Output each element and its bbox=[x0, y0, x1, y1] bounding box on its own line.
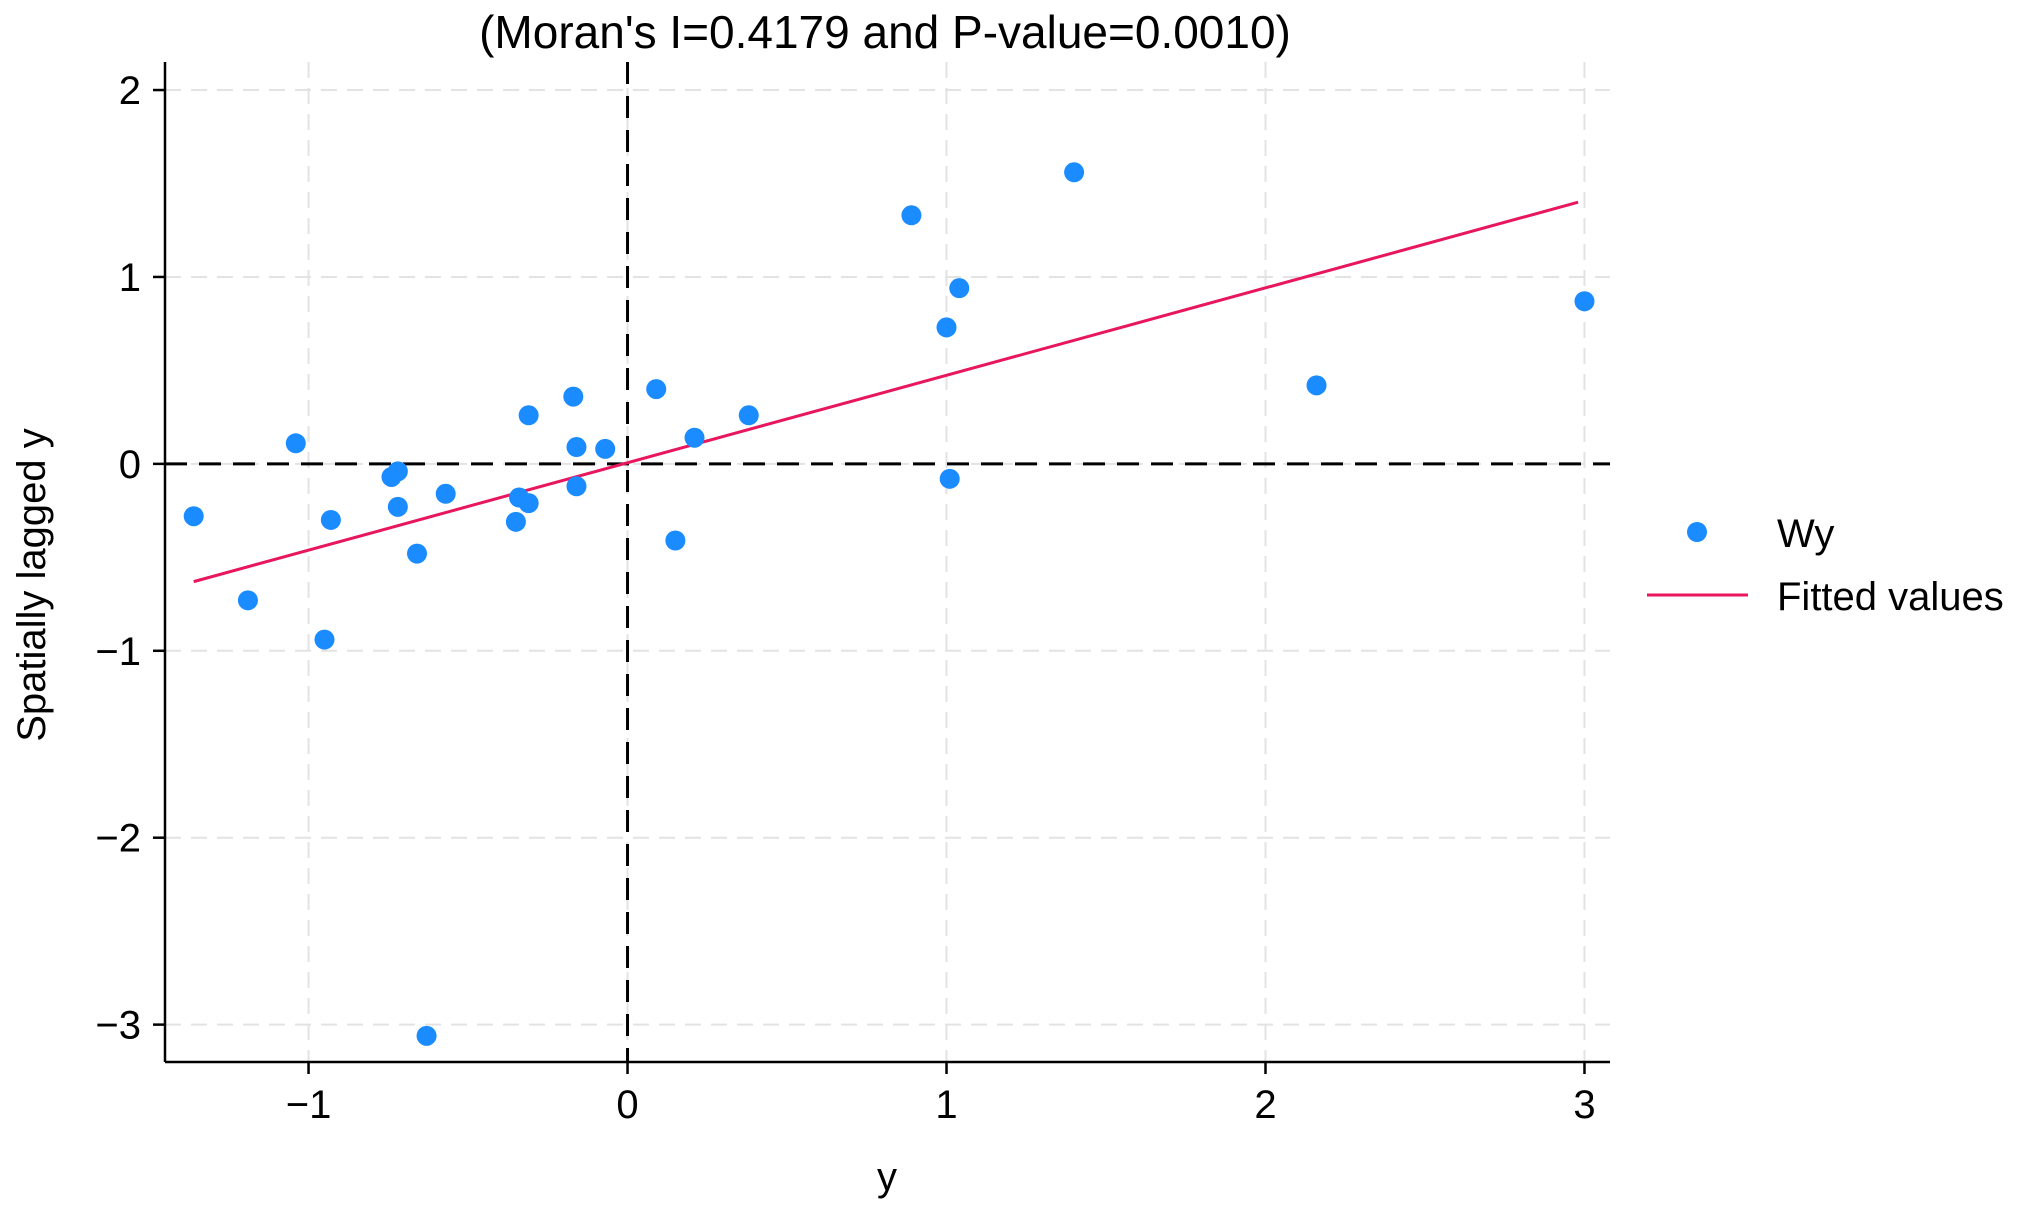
y-tick-label: −3 bbox=[95, 1004, 141, 1048]
y-tick-label: −2 bbox=[95, 817, 141, 861]
y-tick-label: 1 bbox=[119, 256, 141, 300]
wy-point bbox=[406, 543, 427, 564]
legend-wy-label: Wy bbox=[1777, 512, 1834, 556]
legend: Wy Fitted values bbox=[1647, 512, 2004, 619]
x-tick-label: 0 bbox=[616, 1083, 638, 1127]
chart-title: (Moran's I=0.4179 and P-value=0.0010) bbox=[479, 6, 1291, 58]
fitted-values-series bbox=[193, 200, 1579, 584]
x-axis-label: y bbox=[877, 1155, 897, 1199]
y-axis-label: Spatially lagged y bbox=[10, 428, 54, 742]
wy-point bbox=[1306, 375, 1327, 396]
wy-point bbox=[314, 629, 335, 650]
wy-series bbox=[183, 162, 1595, 1046]
wy-point bbox=[435, 483, 456, 504]
wy-point bbox=[939, 468, 960, 489]
wy-point bbox=[566, 437, 587, 458]
wy-point bbox=[595, 438, 616, 459]
wy-point bbox=[566, 476, 587, 497]
wy-point bbox=[416, 1025, 437, 1046]
reference-lines bbox=[165, 62, 1610, 1062]
wy-point bbox=[505, 511, 526, 532]
wy-point bbox=[646, 379, 667, 400]
wy-point bbox=[518, 493, 539, 514]
x-tick-label: −1 bbox=[286, 1083, 332, 1127]
legend-wy-marker bbox=[1687, 522, 1707, 542]
grid-lines bbox=[165, 62, 1610, 1062]
wy-point bbox=[387, 461, 408, 482]
wy-point bbox=[1574, 291, 1595, 312]
wy-point bbox=[183, 506, 204, 527]
wy-point bbox=[949, 278, 970, 299]
fitted-values-line bbox=[193, 200, 1579, 584]
wy-point bbox=[563, 386, 584, 407]
wy-point bbox=[901, 205, 922, 226]
wy-point bbox=[936, 317, 957, 338]
wy-point bbox=[387, 496, 408, 517]
x-tick-label: 2 bbox=[1254, 1083, 1276, 1127]
wy-point bbox=[518, 405, 539, 426]
wy-point bbox=[285, 433, 306, 454]
wy-point bbox=[237, 590, 258, 611]
wy-point bbox=[738, 405, 759, 426]
y-tick-label: −1 bbox=[95, 630, 141, 674]
x-tick-label: 3 bbox=[1573, 1083, 1595, 1127]
wy-point bbox=[665, 530, 686, 551]
x-axis-ticks: −1 0 1 2 3 bbox=[286, 1062, 1596, 1127]
legend-fitted-label: Fitted values bbox=[1777, 575, 2004, 619]
x-tick-label: 1 bbox=[935, 1083, 957, 1127]
y-tick-label: 0 bbox=[119, 443, 141, 487]
wy-point bbox=[1064, 162, 1085, 183]
y-tick-label: 2 bbox=[119, 69, 141, 113]
wy-point bbox=[684, 427, 705, 448]
wy-point bbox=[320, 509, 341, 530]
y-axis-ticks: −3 −2 −1 0 1 2 bbox=[95, 69, 165, 1048]
